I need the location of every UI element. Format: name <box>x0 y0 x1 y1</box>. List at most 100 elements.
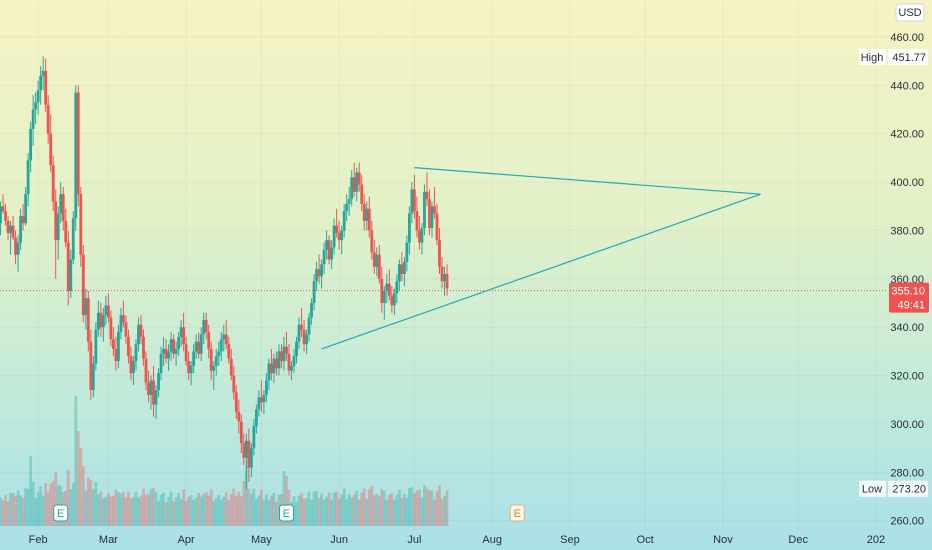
volume-bar <box>365 498 369 526</box>
volume-bar <box>214 497 218 526</box>
candle-body <box>64 220 68 243</box>
candle-body <box>285 346 288 354</box>
volume-bar <box>325 496 329 526</box>
earnings-marker[interactable] <box>278 504 294 522</box>
candle-body <box>337 232 341 241</box>
candle-body <box>154 390 158 405</box>
high-label: High <box>861 52 884 64</box>
volume-bar <box>345 498 349 526</box>
volume-bar <box>202 493 206 526</box>
volume-bar <box>124 497 128 526</box>
candle-body <box>262 394 266 403</box>
candle-body <box>127 336 130 357</box>
earnings-marker[interactable] <box>53 504 69 522</box>
candle-body <box>440 266 444 282</box>
y-tick-label: 340.00 <box>890 322 924 334</box>
candle-body <box>124 322 128 337</box>
candle-body <box>227 344 231 359</box>
candle-body <box>234 392 238 412</box>
triangle-lower-line[interactable] <box>321 193 761 350</box>
triangle-upper-line[interactable] <box>414 167 761 195</box>
volume-bar <box>106 492 110 526</box>
volume-bar <box>184 500 188 526</box>
low-label-bg <box>859 480 886 497</box>
volume-bar <box>24 488 28 526</box>
candle-body <box>222 334 226 340</box>
candle-body <box>26 160 30 195</box>
candle-body <box>91 363 95 391</box>
candle-body <box>310 303 313 318</box>
volume-bar <box>317 497 321 526</box>
volume-bar <box>428 490 431 526</box>
candle-body <box>242 443 246 458</box>
high-value-bg <box>888 48 928 65</box>
candle-body <box>425 191 429 200</box>
volume-bar <box>16 490 20 526</box>
volume-bar <box>265 493 268 526</box>
candle-body <box>330 247 334 260</box>
candle-body <box>152 380 155 405</box>
candle-body <box>239 421 243 444</box>
low-label: Low <box>862 484 882 496</box>
candle-body <box>129 356 133 374</box>
volume-bar <box>39 486 43 526</box>
candle-body <box>24 194 28 224</box>
candle-body <box>142 336 145 359</box>
volume-bar <box>159 494 163 526</box>
volume-bar <box>179 498 183 526</box>
volume-bar <box>415 490 419 526</box>
candle-body <box>312 281 316 304</box>
candle-body <box>1 206 5 212</box>
volume-bar <box>74 396 78 526</box>
candle-body <box>119 315 123 333</box>
volume-bar <box>9 492 12 526</box>
volume-bar <box>207 495 211 526</box>
earnings-marker-label: E <box>514 508 521 520</box>
volume-bar <box>89 480 93 526</box>
candle-body <box>114 348 118 362</box>
volume-bar <box>425 488 429 526</box>
candle-body <box>4 211 7 221</box>
volume-bar <box>219 499 223 526</box>
y-tick-label: 420.00 <box>890 129 924 141</box>
y-tick-label: 260.00 <box>890 516 924 528</box>
volume-bar <box>254 498 258 526</box>
earnings-marker[interactable] <box>509 504 525 522</box>
volume-bar <box>0 497 2 526</box>
volume-bar <box>312 491 316 526</box>
candle-body <box>357 172 361 185</box>
volume-bar <box>14 495 17 526</box>
x-tick-label: Sep <box>560 534 580 546</box>
candle-body <box>79 194 83 255</box>
volume-bar <box>29 456 33 526</box>
candle-body <box>395 281 399 294</box>
candle-body <box>247 440 251 468</box>
candle-body <box>340 230 344 241</box>
x-tick-label: Jul <box>407 534 421 546</box>
candle-body <box>405 242 409 262</box>
candle-body <box>99 312 103 328</box>
candle-body <box>21 215 25 224</box>
volume-bar <box>360 492 364 526</box>
candle-body <box>14 237 17 255</box>
candle-body <box>413 189 416 212</box>
candle-body <box>174 348 178 354</box>
candle-body <box>433 206 436 214</box>
candle-body <box>232 375 236 393</box>
volume-bar <box>295 501 298 526</box>
candle-body <box>162 348 165 354</box>
volume-bar <box>410 487 414 526</box>
candle-body <box>270 363 273 374</box>
volume-bar <box>282 471 286 526</box>
volume-bar <box>76 431 80 526</box>
volume-bar <box>335 491 339 526</box>
candle-body <box>345 203 349 212</box>
volume-bar <box>6 501 10 526</box>
currency-badge[interactable] <box>895 3 925 22</box>
volume-bar <box>234 495 238 526</box>
volume-bar <box>49 483 53 526</box>
candle-body <box>104 305 108 316</box>
volume-bar <box>249 493 253 526</box>
volume-bar <box>31 481 35 526</box>
